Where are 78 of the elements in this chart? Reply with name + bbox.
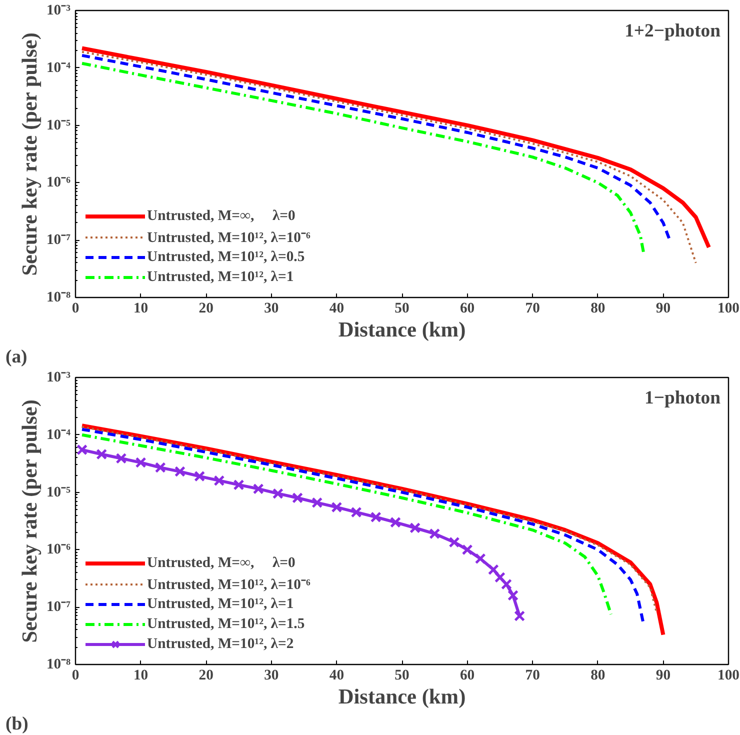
x-axis-title: Distance (km)	[338, 684, 466, 708]
point	[252, 483, 264, 494]
point	[350, 506, 362, 518]
point	[135, 457, 146, 468]
x-tick-label: 0	[72, 668, 80, 684]
point	[462, 544, 473, 556]
x-tick-label: 100	[718, 668, 740, 684]
x-tick-label: 20	[198, 668, 214, 684]
x-tick-label: 80	[590, 300, 606, 316]
point	[494, 572, 506, 583]
point	[500, 578, 512, 590]
legend-label: Untrusted, M=10¹², λ=1	[147, 596, 294, 612]
x-tick-label: 30	[264, 668, 279, 684]
point	[410, 522, 421, 534]
x-tick-label: 20	[198, 300, 214, 316]
x-tick-label: 40	[329, 668, 344, 684]
y-axis-title: Secure key rate (per pulse)	[17, 32, 42, 276]
x-axis-title: Distance (km)	[338, 318, 466, 342]
point	[76, 444, 88, 456]
y-tick-label: 10⁻³	[46, 370, 72, 386]
x-tick-label: 50	[394, 300, 410, 316]
y-tick-label: 10⁻⁶	[46, 542, 72, 558]
point	[312, 497, 323, 508]
point	[174, 466, 186, 478]
x-tick-label: 90	[656, 300, 671, 316]
point	[448, 536, 460, 548]
legend-label: Untrusted, M=10¹², λ=1.5	[147, 616, 305, 632]
point	[331, 502, 342, 513]
y-tick-label: 10⁻⁶	[46, 174, 72, 191]
point	[508, 590, 519, 601]
point	[429, 528, 440, 540]
y-tick-label: 10⁻⁵	[46, 117, 72, 134]
x-tick-label: 70	[525, 668, 540, 684]
point	[390, 516, 401, 528]
x-tick-label: 50	[394, 668, 410, 684]
x-tick-label: 80	[590, 668, 606, 684]
y-tick-label: 10⁻⁸	[46, 290, 72, 306]
y-tick-label: 10⁻⁴	[46, 426, 72, 443]
y-tick-label: 10⁻⁴	[46, 60, 72, 76]
y-axis-title: Secure key rate (per pulse)	[17, 400, 42, 643]
point	[96, 448, 108, 460]
y-tick-label: 10⁻⁷	[46, 599, 72, 616]
y-tick-label: 10⁻⁵	[46, 484, 72, 500]
text: (b)	[6, 714, 28, 734]
legend-label: Untrusted, M=10¹², λ=10⁻⁶	[147, 576, 310, 594]
legend-label: Untrusted, M=10¹², λ=1	[147, 268, 294, 286]
point	[488, 564, 499, 576]
text: (a)	[6, 346, 28, 368]
x-tick-label: 10	[133, 668, 148, 684]
x-tick-label: 10	[133, 300, 148, 316]
legend-label: Untrusted, M=10¹², λ=0.5	[147, 248, 305, 266]
y-tick-label: 10⁻³	[46, 2, 72, 18]
point	[514, 610, 526, 622]
point	[214, 475, 225, 486]
legend-label: Untrusted, M=∞, λ=0	[147, 554, 296, 572]
point	[233, 479, 244, 490]
point	[292, 492, 304, 504]
x-tick-label: 70	[525, 300, 540, 316]
annotation: 1+2−photon	[624, 20, 722, 42]
legend-label: Untrusted, M=10¹², λ=2	[147, 636, 294, 652]
point	[474, 553, 486, 564]
legend-label: Untrusted, M=∞, λ=0	[147, 208, 296, 224]
x-tick-label: 100	[718, 300, 740, 316]
x-tick-label: 40	[329, 300, 344, 316]
x-tick-label: 0	[72, 300, 80, 316]
point	[272, 488, 284, 500]
point	[194, 470, 206, 482]
point	[116, 452, 127, 464]
x-tick-label: 30	[264, 300, 279, 316]
point	[370, 512, 382, 523]
annotation: 1−photon	[644, 388, 722, 408]
y-tick-label: 10⁻⁸	[46, 656, 72, 672]
x-tick-label: 60	[460, 300, 475, 316]
y-tick-label: 10⁻⁷	[46, 232, 72, 248]
legend-label: Untrusted, M=10¹², λ=10⁻⁶	[147, 229, 310, 247]
x-tick-label: 60	[460, 668, 475, 684]
point	[154, 462, 166, 474]
x-tick-label: 90	[656, 668, 671, 684]
